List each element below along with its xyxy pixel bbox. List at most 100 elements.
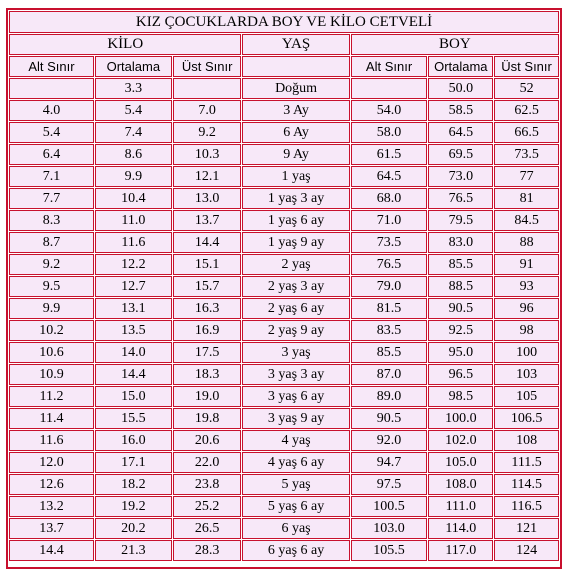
boy-alt-header: Alt Sınır	[350, 56, 428, 77]
cell-boy-ust: 111.5	[494, 452, 559, 473]
cell-yas: 5 yaş 6 ay	[242, 496, 350, 517]
cell-kilo-alt: 5.4	[9, 122, 94, 143]
cell-kilo-ortalama: 14.4	[94, 364, 172, 385]
cell-boy-alt: 81.5	[350, 298, 428, 319]
cell-kilo-ust: 23.8	[172, 474, 242, 495]
cell-kilo-alt: 11.6	[9, 430, 94, 451]
cell-kilo-ortalama: 10.4	[94, 188, 172, 209]
cell-boy-ust: 84.5	[494, 210, 559, 231]
table-row: 10.2 13.5 16.9 2 yaş 9 ay 83.5 92.5 98	[9, 320, 559, 341]
cell-boy-ust: 88	[494, 232, 559, 253]
cell-kilo-alt: 10.6	[9, 342, 94, 363]
cell-boy-ortalama: 58.5	[428, 100, 494, 121]
cell-boy-alt: 58.0	[350, 122, 428, 143]
cell-kilo-ortalama: 8.6	[94, 144, 172, 165]
table-row: 13.7 20.2 26.5 6 yaş 103.0 114.0 121	[9, 518, 559, 539]
cell-boy-ortalama: 69.5	[428, 144, 494, 165]
cell-kilo-ust: 22.0	[172, 452, 242, 473]
cell-boy-alt: 87.0	[350, 364, 428, 385]
cell-kilo-ust: 10.3	[172, 144, 242, 165]
table-row: 7.7 10.4 13.0 1 yaş 3 ay 68.0 76.5 81	[9, 188, 559, 209]
cell-boy-ortalama: 108.0	[428, 474, 494, 495]
cell-boy-ortalama: 90.5	[428, 298, 494, 319]
cell-kilo-ust: 7.0	[172, 100, 242, 121]
cell-boy-ortalama: 79.5	[428, 210, 494, 231]
cell-kilo-ust: 12.1	[172, 166, 242, 187]
cell-yas: 3 yaş	[242, 342, 350, 363]
cell-boy-ust: 124	[494, 540, 559, 561]
cell-boy-ortalama: 83.0	[428, 232, 494, 253]
cell-boy-ust: 106.5	[494, 408, 559, 429]
boy-ust-header: Üst Sınır	[494, 56, 559, 77]
cell-kilo-alt: 13.2	[9, 496, 94, 517]
cell-kilo-ortalama: 11.0	[94, 210, 172, 231]
cell-boy-ortalama: 114.0	[428, 518, 494, 539]
cell-boy-ust: 98	[494, 320, 559, 341]
cell-yas: 4 yaş	[242, 430, 350, 451]
table-row: 11.6 16.0 20.6 4 yaş 92.0 102.0 108	[9, 430, 559, 451]
cell-boy-alt: 71.0	[350, 210, 428, 231]
group-header-row: KİLO YAŞ BOY	[9, 34, 559, 55]
kilo-ust-header: Üst Sınır	[172, 56, 242, 77]
cell-kilo-ust: 17.5	[172, 342, 242, 363]
cell-kilo-ust: 16.9	[172, 320, 242, 341]
cell-boy-alt: 61.5	[350, 144, 428, 165]
cell-kilo-ust: 15.7	[172, 276, 242, 297]
cell-kilo-ust: 13.0	[172, 188, 242, 209]
cell-kilo-alt: 14.4	[9, 540, 94, 561]
cell-boy-alt: 105.5	[350, 540, 428, 561]
birth-kilo-ust	[172, 78, 242, 99]
cell-yas: 6 Ay	[242, 122, 350, 143]
cell-yas: 2 yaş 6 ay	[242, 298, 350, 319]
cell-yas: 3 yaş 3 ay	[242, 364, 350, 385]
cell-kilo-ust: 18.3	[172, 364, 242, 385]
cell-boy-ortalama: 96.5	[428, 364, 494, 385]
cell-boy-ust: 116.5	[494, 496, 559, 517]
cell-kilo-ortalama: 12.2	[94, 254, 172, 275]
cell-kilo-alt: 7.7	[9, 188, 94, 209]
kilo-alt-header: Alt Sınır	[9, 56, 94, 77]
cell-kilo-alt: 6.4	[9, 144, 94, 165]
table-row: 7.1 9.9 12.1 1 yaş 64.5 73.0 77	[9, 166, 559, 187]
yas-empty-header	[242, 56, 350, 77]
cell-kilo-ortalama: 13.5	[94, 320, 172, 341]
cell-boy-alt: 90.5	[350, 408, 428, 429]
birth-boy-ust: 52	[494, 78, 559, 99]
cell-boy-ortalama: 100.0	[428, 408, 494, 429]
cell-kilo-ust: 19.8	[172, 408, 242, 429]
table-row: 11.4 15.5 19.8 3 yaş 9 ay 90.5 100.0 106.5	[9, 408, 559, 429]
cell-boy-ust: 114.5	[494, 474, 559, 495]
table-row: 9.9 13.1 16.3 2 yaş 6 ay 81.5 90.5 96	[9, 298, 559, 319]
cell-boy-alt: 92.0	[350, 430, 428, 451]
cell-kilo-ortalama: 20.2	[94, 518, 172, 539]
cell-yas: 4 yaş 6 ay	[242, 452, 350, 473]
table-row: 4.0 5.4 7.0 3 Ay 54.0 58.5 62.5	[9, 100, 559, 121]
cell-yas: 2 yaş 9 ay	[242, 320, 350, 341]
cell-boy-alt: 85.5	[350, 342, 428, 363]
cell-kilo-ust: 14.4	[172, 232, 242, 253]
cell-boy-ortalama: 76.5	[428, 188, 494, 209]
table-row: 14.4 21.3 28.3 6 yaş 6 ay 105.5 117.0 124	[9, 540, 559, 561]
table-row: 11.2 15.0 19.0 3 yaş 6 ay 89.0 98.5 105	[9, 386, 559, 407]
cell-boy-ust: 121	[494, 518, 559, 539]
cell-yas: 3 yaş 6 ay	[242, 386, 350, 407]
cell-boy-alt: 100.5	[350, 496, 428, 517]
cell-kilo-ust: 25.2	[172, 496, 242, 517]
cell-kilo-ortalama: 13.1	[94, 298, 172, 319]
table-row: 10.6 14.0 17.5 3 yaş 85.5 95.0 100	[9, 342, 559, 363]
birth-boy-alt	[350, 78, 428, 99]
cell-kilo-ortalama: 17.1	[94, 452, 172, 473]
cell-boy-alt: 97.5	[350, 474, 428, 495]
cell-boy-alt: 54.0	[350, 100, 428, 121]
cell-boy-alt: 89.0	[350, 386, 428, 407]
cell-boy-ortalama: 73.0	[428, 166, 494, 187]
cell-kilo-alt: 10.9	[9, 364, 94, 385]
cell-kilo-alt: 12.6	[9, 474, 94, 495]
table-row: 8.7 11.6 14.4 1 yaş 9 ay 73.5 83.0 88	[9, 232, 559, 253]
cell-boy-alt: 73.5	[350, 232, 428, 253]
cell-boy-ust: 62.5	[494, 100, 559, 121]
growth-table: KIZ ÇOCUKLARDA BOY VE KİLO CETVELİ KİLO …	[8, 10, 560, 562]
cell-boy-ust: 105	[494, 386, 559, 407]
cell-yas: 3 yaş 9 ay	[242, 408, 350, 429]
table-row: 5.4 7.4 9.2 6 Ay 58.0 64.5 66.5	[9, 122, 559, 143]
